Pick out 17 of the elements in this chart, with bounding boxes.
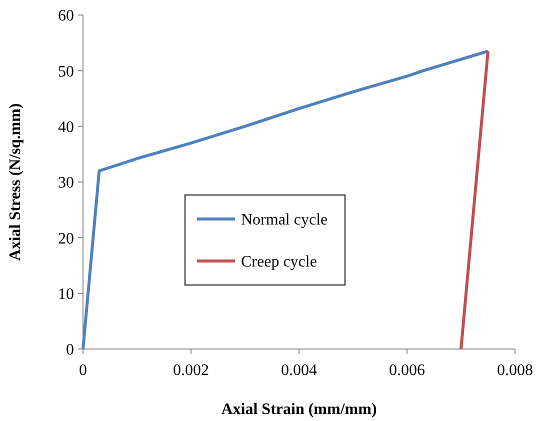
y-axis-title: Axial Stress (N/sq.mm) <box>7 103 24 261</box>
x-tick-label: 0.006 <box>389 362 425 379</box>
y-tick-label: 30 <box>58 174 74 192</box>
y-tick-label: 40 <box>58 118 74 136</box>
y-tick-label: 50 <box>58 63 74 80</box>
x-axis-title: Axial Strain (mm/mm) <box>221 401 377 418</box>
x-tick-label: 0.002 <box>173 362 209 379</box>
y-tick-label: 20 <box>58 230 74 248</box>
x-tick-label: 0.008 <box>497 362 533 379</box>
y-tick-label: 60 <box>58 8 74 25</box>
legend-label: Creep cycle <box>241 254 317 271</box>
x-tick-label: 0 <box>79 362 87 379</box>
legend-label: Normal cycle <box>241 212 328 229</box>
line-series <box>82 50 490 350</box>
y-tick-label: 10 <box>58 286 74 303</box>
y-tick-label: 0 <box>66 342 74 359</box>
x-tick-label: 0.004 <box>281 362 317 379</box>
